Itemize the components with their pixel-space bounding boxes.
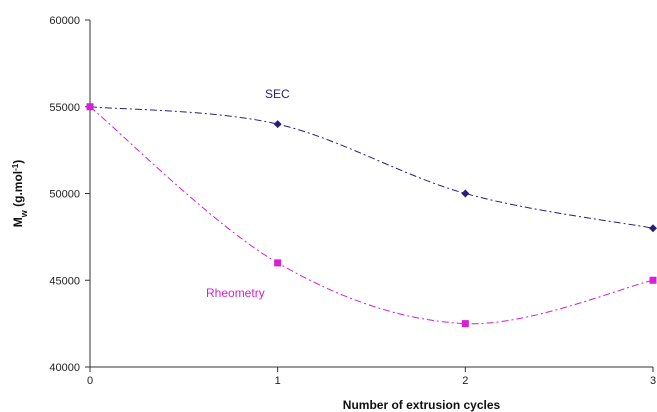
y-axis-title-main: M bbox=[11, 217, 25, 227]
y-tick-label: 60000 bbox=[49, 15, 80, 27]
x-tick-label: 1 bbox=[275, 375, 281, 387]
axes: 40000 45000 50000 55000 60000 0 1 2 3 bbox=[49, 15, 656, 387]
y-tick-label: 55000 bbox=[49, 102, 80, 114]
data-point-sec bbox=[649, 224, 657, 233]
x-tick-label: 2 bbox=[462, 375, 468, 387]
series-line-rheometry bbox=[89, 106, 654, 325]
x-axis-title: Number of extrusion cycles bbox=[343, 398, 501, 412]
y-axis-title: Mw (g.mol-1) bbox=[11, 160, 30, 227]
series-label-sec: SEC bbox=[265, 87, 290, 101]
y-axis-title-sup: -1 bbox=[11, 163, 20, 171]
data-point-rheometry bbox=[461, 320, 469, 328]
series-line-sec bbox=[89, 106, 654, 229]
data-point-sec bbox=[461, 189, 470, 198]
data-point-sec bbox=[273, 120, 282, 129]
x-tick-label: 0 bbox=[87, 375, 93, 387]
data-point-rheometry bbox=[649, 276, 657, 284]
x-tick-label: 3 bbox=[650, 375, 656, 387]
y-tick-label: 45000 bbox=[49, 275, 80, 287]
y-axis-title-rest: (g.mol bbox=[11, 171, 25, 210]
data-point-rheometry bbox=[274, 259, 282, 267]
y-tick-label: 50000 bbox=[49, 189, 80, 201]
series-label-rheometry: Rheometry bbox=[206, 286, 265, 300]
y-tick-label: 40000 bbox=[49, 362, 80, 374]
data-point-rheometry bbox=[86, 103, 94, 111]
y-axis-title-sub: w bbox=[19, 209, 29, 218]
y-axis-title-close: ) bbox=[11, 160, 25, 164]
series-layer bbox=[86, 102, 657, 328]
